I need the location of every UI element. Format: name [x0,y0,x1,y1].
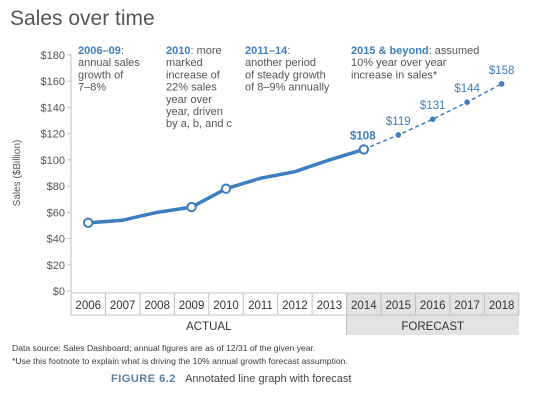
annotation-heading: 2006–09 [78,45,121,57]
y-tick-label: $20 [47,260,65,272]
annotation-heading: 2011–14 [245,45,288,57]
x-tick-label: 2008 [144,300,170,312]
data-label: $108 [350,130,376,142]
forecast-point-marker [429,116,436,123]
forecast-point-marker [498,81,505,87]
figure-caption: FIGURE 6.2 Annotated line graph with for… [111,373,351,385]
annotation-heading: 2015 & beyond [351,45,429,57]
annotation-line: increase in sales* [351,69,438,81]
annotation-line: 22% sales [166,82,217,94]
x-tick-label: 2017 [454,300,480,312]
annotation-line: 7–8% [78,82,106,94]
y-axis-title: Sales ($Billion) [12,140,23,207]
y-tick-label: $140 [41,102,65,114]
annotation-line: growth of [78,69,124,81]
annotation-line: annual sales [78,57,140,69]
actual-point-marker [83,217,94,229]
annotation-4: 2015 & beyond: assumed 10% year over year… [351,45,479,81]
annotation-line: increase of [166,69,221,81]
annotation-heading-rest: : [121,45,124,57]
annotation-line: year over [166,94,212,106]
y-tick-label: $120 [41,129,65,141]
annotation-1: 2006–09: annual sales growth of 7–8% [78,45,140,94]
annotation-line: another period [245,57,316,69]
annotation-line: marked [166,57,203,69]
data-label: $158 [489,65,515,77]
annotation-line: year, driven [166,106,223,118]
x-tick-label: 2018 [489,300,515,312]
annotation-line: 10% year over year [351,57,447,69]
y-tick-label: $100 [41,155,65,167]
actual-point-marker [358,144,370,155]
footnote-source: Data source: Sales Dashboard; annual fig… [12,343,316,353]
forecast-point-marker [395,132,402,138]
y-tick-label: $40 [47,234,65,246]
x-tick-label: 2015 [385,300,411,312]
x-tick-label: 2007 [110,300,136,312]
x-tick-label: 2016 [420,300,446,312]
forecast-sales-line [363,83,502,151]
annotation-heading-rest: : assumed [429,45,480,57]
actual-point-marker [220,183,232,194]
x-tick-label: 2011 [248,300,273,312]
x-tick-label: 2006 [75,300,101,312]
actual-point-marker [186,201,197,213]
x-tick-label: 2014 [351,300,377,312]
x-tick-label: 2012 [282,300,308,312]
data-label: $131 [420,100,446,112]
y-tick-label: $0 [53,286,65,298]
annotation-line: of 8–9% annually [245,82,330,94]
forecast-band [346,293,519,335]
data-label: $119 [386,116,411,128]
annotation-2: 2010: more marked increase of 22% sales year… [166,45,233,130]
y-tick-label: $160 [41,76,65,88]
annotation-line: by a, b, and c [166,118,233,130]
figure-caption-label: FIGURE 6.2 [111,373,176,385]
group-label-forecast: FORECAST [401,321,464,333]
group-label-actual: ACTUAL [186,321,232,333]
x-tick-label: 2010 [213,300,239,312]
x-tick-label: 2013 [317,300,343,312]
forecast-point-marker [464,99,470,105]
annotation-line: of steady growth [245,69,326,81]
data-label: $144 [454,83,480,95]
annotation-heading-rest: : [287,45,290,57]
annotation-heading: 2010 [166,45,190,57]
annotation-heading-rest: : more [190,45,221,57]
footnote-assumption: *Use this footnote to explain what is dr… [12,356,348,366]
annotation-3: 2011–14: another period of steady growth of… [245,45,330,94]
y-tick-label: $80 [47,181,65,193]
chart-title: Sales over time [10,7,155,30]
x-tick-label: 2009 [179,300,205,312]
figure-caption-text: Annotated line graph with forecast [185,373,352,385]
y-tick-label: $180 [41,50,65,62]
y-tick-label: $60 [47,207,65,219]
